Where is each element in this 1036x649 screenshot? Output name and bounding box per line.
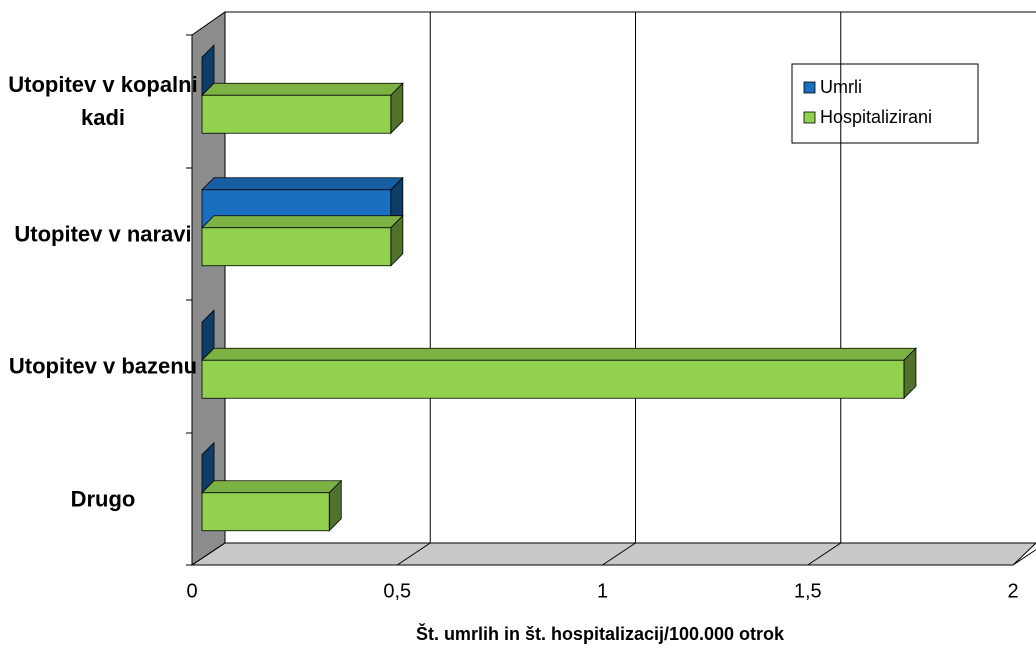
x-axis-title: Št. umrlih in št. hospitalizacij/100.000… <box>416 623 785 644</box>
category-label: Utopitev v kopalni kadi <box>8 72 198 131</box>
x-tick-label: 1,5 <box>794 580 822 602</box>
legend <box>791 63 979 144</box>
category-label: Drugo <box>70 486 136 512</box>
bar-front <box>201 359 905 399</box>
floor-grid-line <box>1012 549 1036 566</box>
bar-top <box>201 347 917 361</box>
floor <box>190 542 1036 566</box>
bar-top <box>201 480 343 494</box>
legend-label: Hospitalizirani <box>820 107 932 127</box>
floor-grid-line <box>602 542 636 566</box>
legend-swatch <box>803 111 816 124</box>
legend-label: Umrli <box>820 77 862 97</box>
bar <box>201 82 404 135</box>
floor-grid-line <box>191 542 226 566</box>
bar-top <box>201 177 404 191</box>
floor-grid-line <box>807 542 842 566</box>
bar-front <box>201 492 330 532</box>
bar-top <box>201 215 404 229</box>
category-label: Utopitev v naravi <box>14 221 192 247</box>
floor-grid-line <box>396 542 431 566</box>
category-label: Utopitev v bazenu <box>8 353 198 379</box>
x-tick-label: 2 <box>1007 580 1018 602</box>
bar <box>201 479 343 532</box>
bar-top <box>201 82 404 96</box>
legend-swatch <box>803 81 816 94</box>
x-tick-label: 0 <box>186 580 197 602</box>
bar <box>201 347 917 400</box>
bar-front <box>201 227 392 267</box>
bar-front <box>201 94 392 134</box>
bar <box>201 214 404 267</box>
x-tick-label: 1 <box>597 580 608 602</box>
category-ticks <box>186 34 192 566</box>
x-tick-label: 0,5 <box>383 580 411 602</box>
